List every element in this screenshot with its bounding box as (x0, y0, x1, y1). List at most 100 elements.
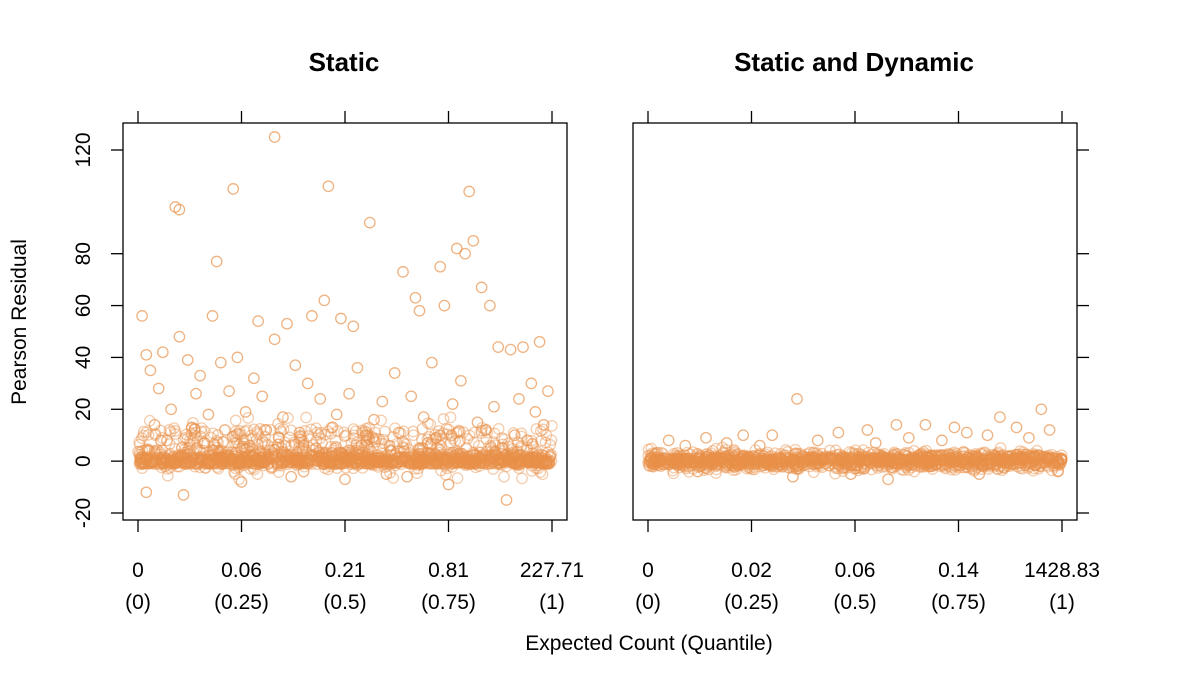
data-point (479, 449, 492, 462)
data-point (168, 454, 180, 467)
data-point (662, 434, 675, 447)
data-point (436, 453, 449, 466)
data-point (175, 451, 188, 464)
data-point (474, 446, 487, 459)
data-point (540, 456, 553, 469)
data-point (213, 445, 226, 457)
data-point (487, 457, 500, 469)
data-point (535, 456, 548, 469)
data-point (364, 457, 377, 469)
data-point (498, 433, 511, 446)
data-point (507, 446, 520, 459)
data-point (411, 467, 423, 479)
data-point (445, 451, 458, 464)
data-point (200, 454, 213, 467)
data-point (344, 452, 356, 465)
data-point (492, 457, 504, 469)
data-point (520, 453, 532, 466)
data-point (448, 449, 461, 462)
data-point (442, 455, 455, 468)
data-point (460, 455, 473, 468)
data-point (544, 451, 556, 463)
data-point (137, 429, 150, 442)
data-point (167, 454, 180, 467)
data-point (408, 455, 420, 468)
data-point (493, 453, 506, 466)
data-point (395, 458, 408, 471)
data-point (473, 446, 486, 459)
data-point (481, 426, 494, 439)
data-point (256, 390, 269, 403)
data-point (404, 457, 416, 470)
data-point (247, 445, 259, 458)
data-point (304, 454, 317, 467)
data-point (212, 452, 224, 465)
data-point (240, 454, 253, 467)
data-point (386, 453, 399, 466)
data-point (960, 426, 973, 439)
data-point (497, 454, 510, 467)
data-point (381, 457, 394, 469)
data-point (169, 428, 182, 440)
data-point (252, 438, 264, 451)
data-point (396, 455, 409, 468)
data-point (424, 455, 437, 468)
data-point (465, 457, 478, 470)
data-point (209, 452, 222, 465)
data-point (388, 449, 401, 461)
data-point (216, 455, 228, 468)
data-point (289, 359, 302, 372)
data-point (411, 453, 424, 465)
data-point (469, 455, 481, 467)
data-point (214, 458, 227, 470)
data-point (310, 434, 323, 447)
data-point (433, 446, 446, 459)
data-point (230, 446, 242, 459)
axis-ticks: 0(0)0.02(0.25)0.06(0.5)0.14(0.75)1428.83… (635, 111, 1100, 614)
data-point (497, 456, 509, 469)
data-point (428, 456, 440, 469)
data-point (402, 443, 415, 456)
data-point (293, 454, 305, 467)
data-point (199, 462, 212, 474)
data-point (412, 449, 425, 462)
data-point (463, 429, 476, 442)
data-point (156, 452, 168, 465)
data-point (413, 455, 425, 468)
data-point (303, 454, 316, 467)
data-point (166, 456, 179, 469)
data-point (233, 451, 245, 464)
data-point (410, 453, 423, 465)
data-point (405, 451, 418, 463)
data-point (428, 458, 441, 470)
data-point (395, 455, 408, 468)
data-point (297, 438, 310, 451)
data-point (323, 450, 336, 463)
data-point (255, 452, 268, 465)
data-point (433, 458, 445, 470)
data-point (338, 452, 351, 465)
data-point (329, 458, 341, 471)
data-point (208, 444, 221, 457)
data-point (197, 454, 210, 467)
data-point (362, 453, 375, 466)
data-point (384, 456, 396, 469)
data-point (185, 457, 198, 470)
data-point (399, 451, 411, 464)
data-point (541, 455, 554, 468)
data-point (534, 454, 547, 467)
data-point (362, 457, 374, 470)
data-point (232, 457, 245, 470)
data-point (409, 291, 422, 304)
data-point (542, 457, 555, 470)
data-point (227, 453, 240, 466)
data-point (526, 451, 538, 464)
data-point (185, 456, 198, 469)
data-point (356, 455, 369, 467)
data-point (470, 453, 482, 466)
data-point (204, 431, 217, 444)
data-point (303, 453, 316, 466)
data-point (357, 451, 370, 464)
data-point (427, 452, 440, 464)
data-point (202, 457, 215, 470)
